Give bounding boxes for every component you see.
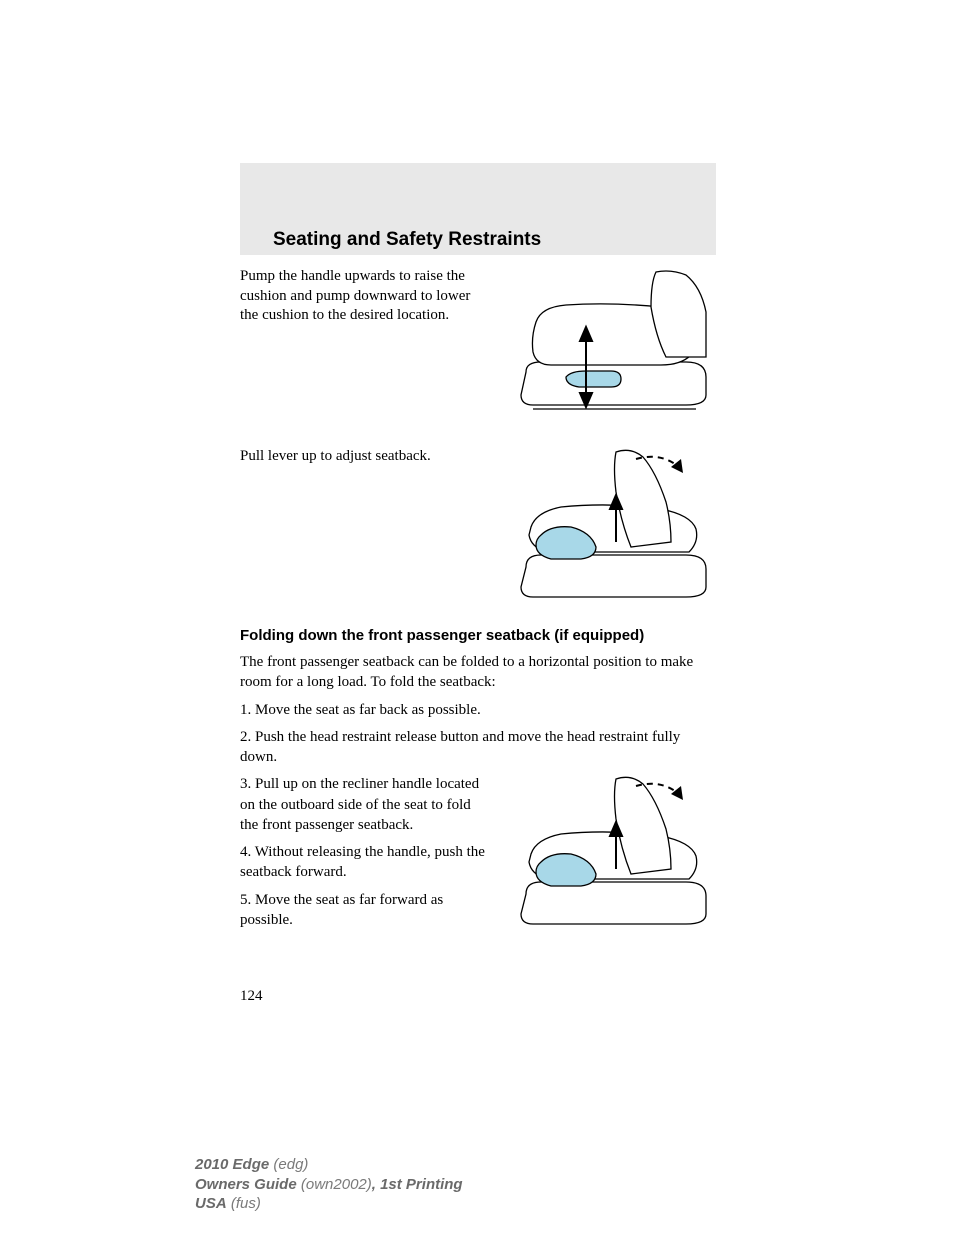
folding-step-2: 2. Push the head restraint release butto… — [240, 727, 716, 768]
seatback-lever-text: Pull lever up to adjust seatback. — [240, 447, 490, 607]
folding-step-5: 5. Move the seat as far forward as possi… — [240, 890, 490, 931]
seatback-lever-diagram — [506, 447, 716, 607]
cushion-pump-diagram — [506, 267, 716, 427]
section-folding-seatback: Folding down the front passenger seatbac… — [240, 627, 716, 937]
footer: 2010 Edge (edg) Owners Guide (own2002), … — [195, 1155, 463, 1214]
section-seatback-lever: Pull lever up to adjust seatback. — [240, 447, 716, 607]
folding-illustration — [511, 774, 711, 934]
folding-step-4: 4. Without releasing the handle, push th… — [240, 842, 490, 883]
page-number: 124 — [240, 988, 263, 1005]
folding-heading: Folding down the front passenger seatbac… — [240, 627, 716, 644]
seat-cushion-illustration — [511, 267, 711, 427]
folding-step-3: 3. Pull up on the recliner handle locate… — [240, 774, 490, 835]
section-cushion-pump: Pump the handle upwards to raise the cus… — [240, 267, 716, 427]
folding-diagram — [506, 774, 716, 937]
section-title: Seating and Safety Restraints — [273, 229, 541, 251]
page-content: Pump the handle upwards to raise the cus… — [240, 267, 716, 937]
footer-line-1: 2010 Edge (edg) — [195, 1155, 463, 1175]
footer-line-2: Owners Guide (own2002), 1st Printing — [195, 1175, 463, 1195]
cushion-pump-text: Pump the handle upwards to raise the cus… — [240, 267, 490, 427]
folding-intro: The front passenger seatback can be fold… — [240, 652, 716, 693]
folding-step-1: 1. Move the seat as far back as possible… — [240, 700, 716, 720]
seatback-illustration — [511, 447, 711, 607]
footer-line-3: USA (fus) — [195, 1194, 463, 1214]
